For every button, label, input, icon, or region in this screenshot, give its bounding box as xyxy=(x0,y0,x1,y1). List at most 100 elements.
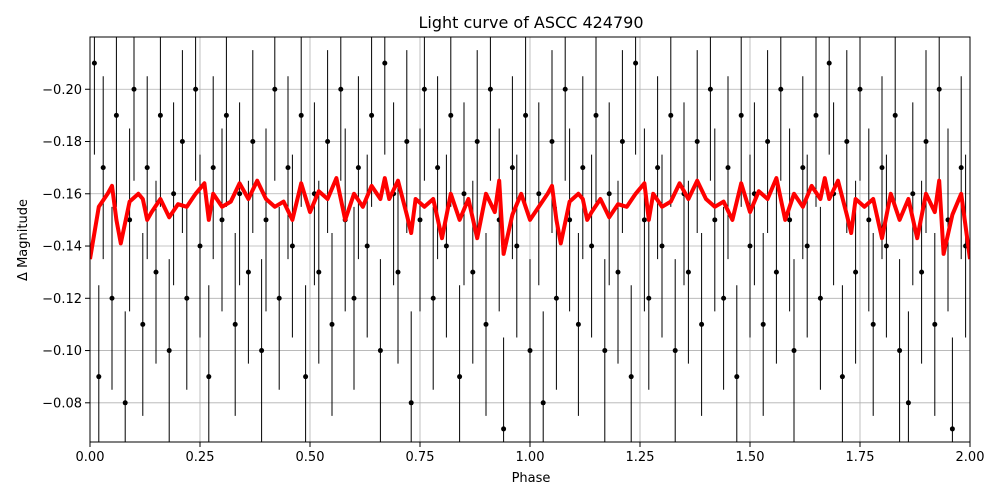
data-point xyxy=(144,165,150,171)
data-point xyxy=(435,165,441,171)
data-point xyxy=(474,139,480,145)
x-tick-label: 0.25 xyxy=(186,450,215,465)
data-point xyxy=(619,139,625,145)
x-tick-label: 0.75 xyxy=(406,450,435,465)
data-point xyxy=(509,165,515,171)
data-point xyxy=(96,374,102,380)
data-point xyxy=(707,86,713,92)
data-point xyxy=(672,348,678,354)
data-point xyxy=(369,112,375,118)
y-tick-label: −0.18 xyxy=(42,135,82,150)
y-tick-label: −0.20 xyxy=(42,83,82,98)
data-point xyxy=(250,139,256,145)
data-point xyxy=(553,295,559,301)
data-point xyxy=(641,217,647,223)
data-point xyxy=(355,165,361,171)
x-axis-label: Phase xyxy=(512,471,551,486)
data-point xyxy=(857,86,863,92)
data-point xyxy=(457,374,463,380)
data-point xyxy=(870,321,876,327)
x-tick-label: 2.00 xyxy=(956,450,985,465)
data-point xyxy=(289,243,295,249)
plot-content xyxy=(90,37,970,442)
data-point xyxy=(536,191,542,197)
data-point xyxy=(219,217,225,223)
data-point xyxy=(725,165,731,171)
data-point xyxy=(171,191,177,197)
data-point xyxy=(897,348,903,354)
data-point xyxy=(804,243,810,249)
data-point xyxy=(765,139,771,145)
data-point xyxy=(813,112,819,118)
data-point xyxy=(430,295,436,301)
data-point xyxy=(905,400,911,406)
data-point xyxy=(404,139,410,145)
data-point xyxy=(232,321,238,327)
data-point xyxy=(131,86,137,92)
data-point xyxy=(122,400,128,406)
data-point xyxy=(377,348,383,354)
data-point xyxy=(325,139,331,145)
data-point xyxy=(712,217,718,223)
y-tick-label: −0.10 xyxy=(42,344,82,359)
data-point xyxy=(395,269,401,275)
data-point xyxy=(844,139,850,145)
data-point xyxy=(127,217,133,223)
data-point xyxy=(527,348,533,354)
data-point xyxy=(685,269,691,275)
data-point xyxy=(540,400,546,406)
data-point xyxy=(179,139,185,145)
data-point xyxy=(140,321,146,327)
model-line xyxy=(90,176,970,260)
data-point xyxy=(417,217,423,223)
data-point xyxy=(197,243,203,249)
chart-title: Light curve of ASCC 424790 xyxy=(418,13,643,32)
y-tick-label: −0.14 xyxy=(42,240,82,255)
data-point xyxy=(223,112,229,118)
data-point xyxy=(443,243,449,249)
data-point xyxy=(100,165,106,171)
x-tick-label: 0.50 xyxy=(296,450,325,465)
data-point xyxy=(166,348,172,354)
data-point xyxy=(567,217,573,223)
y-axis-label: Δ Magnitude xyxy=(16,199,31,281)
data-point xyxy=(259,348,265,354)
y-tick-label: −0.08 xyxy=(42,396,82,411)
x-tick-label: 0.00 xyxy=(76,450,105,465)
data-point xyxy=(936,86,942,92)
data-point xyxy=(958,165,964,171)
data-point xyxy=(316,269,322,275)
data-point xyxy=(932,321,938,327)
data-point xyxy=(633,60,639,66)
data-point xyxy=(826,60,832,66)
data-point xyxy=(523,112,529,118)
data-point xyxy=(778,86,784,92)
data-point xyxy=(421,86,427,92)
data-point xyxy=(364,243,370,249)
data-point xyxy=(694,139,700,145)
data-point xyxy=(655,165,661,171)
data-point xyxy=(575,321,581,327)
data-point xyxy=(237,191,243,197)
data-point xyxy=(113,112,119,118)
data-point xyxy=(408,400,414,406)
data-point xyxy=(602,348,608,354)
data-point xyxy=(580,165,586,171)
x-tick-label: 1.25 xyxy=(626,450,655,465)
data-point xyxy=(206,374,212,380)
data-point xyxy=(883,243,889,249)
data-point xyxy=(514,243,520,249)
data-point xyxy=(501,426,507,432)
data-point xyxy=(787,217,793,223)
data-point xyxy=(263,217,269,223)
data-point xyxy=(470,269,476,275)
x-tick-label: 1.00 xyxy=(516,450,545,465)
data-point xyxy=(276,295,282,301)
data-point xyxy=(245,269,251,275)
data-point xyxy=(272,86,278,92)
x-tick-label: 1.75 xyxy=(846,450,875,465)
data-point xyxy=(773,269,779,275)
data-point xyxy=(879,165,885,171)
data-point xyxy=(448,112,454,118)
